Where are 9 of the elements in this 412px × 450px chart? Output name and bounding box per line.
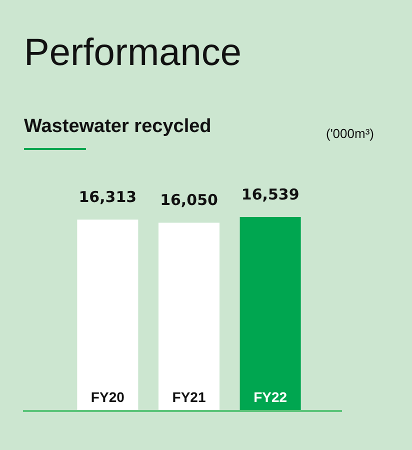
chart-subtitle: Wastewater recycled (24, 116, 212, 138)
x-tick-label: FY22 (254, 388, 288, 405)
x-tick-label: FY21 (172, 388, 206, 405)
data-label: 16,050 (160, 191, 218, 210)
text: ('000m³) (326, 126, 374, 141)
chart-title: Performance (24, 32, 242, 75)
data-label: 16,313 (78, 188, 137, 206)
x-tick-label: FY20 (90, 388, 125, 405)
data-label: 16,539 (241, 185, 300, 204)
